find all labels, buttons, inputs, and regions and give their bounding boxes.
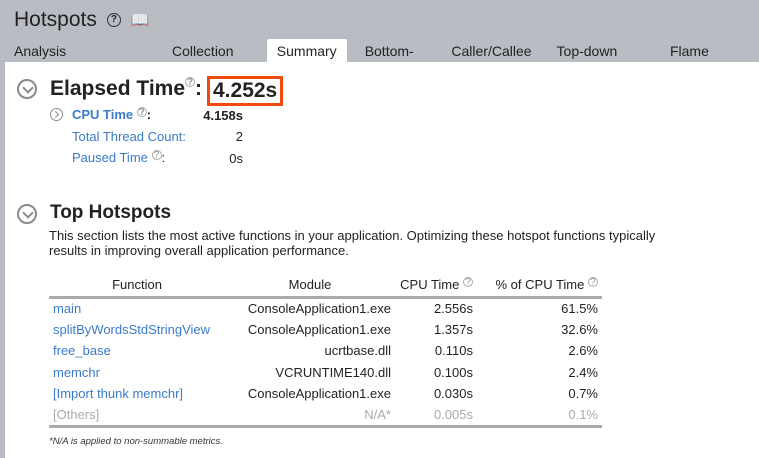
function-cell[interactable]: [Import thunk memchr]: [53, 386, 184, 402]
thread-count-label: Total Thread Count:: [72, 129, 186, 144]
table-row[interactable]: memchr VCRUNTIME140.dll 0.100s 2.4%: [49, 362, 602, 384]
paused-time-value: 0s: [229, 151, 243, 166]
cpu-time-label[interactable]: CPU Time ?:: [72, 107, 151, 122]
percent-cell: 61.5%: [561, 301, 598, 316]
elapsed-time-value: 4.252s: [207, 76, 284, 106]
percent-cell: 2.4%: [568, 364, 598, 380]
hotspots-table: Function Module CPU Time ? % of CPU Time…: [49, 273, 602, 428]
cpu-time-cell: 0.110s: [434, 343, 473, 359]
table-row[interactable]: free_base ucrtbase.dll 0.110s 2.6%: [49, 340, 602, 362]
cpu-time-cell: 0.005s: [395, 404, 477, 428]
table-row[interactable]: [Others] N/A* 0.005s 0.1%: [49, 404, 602, 428]
cpu-time-cell: 1.357s: [433, 321, 473, 337]
percent-cell: 32.6%: [561, 321, 598, 337]
help-icon[interactable]: ?: [136, 107, 147, 118]
help-icon[interactable]: ?: [463, 276, 473, 287]
col-percent-text: % of CPU Time: [495, 276, 585, 292]
collapse-elapsed-icon[interactable]: [17, 79, 37, 99]
question-circle-icon[interactable]: ?: [106, 13, 121, 27]
tab-flame-graph[interactable]: Flame Graph: [669, 43, 709, 75]
help-icon[interactable]: ?: [185, 77, 196, 88]
module-cell: ConsoleApplication1.exe: [247, 386, 391, 402]
percent-cell: 0.7%: [568, 386, 598, 402]
expand-cpu-time-icon[interactable]: [50, 108, 63, 121]
tab-bottom-up[interactable]: Bottom-up: [364, 43, 414, 75]
footnote: *N/A is applied to non-summable metrics.: [49, 436, 223, 447]
cpu-time-cell: 0.030s: [433, 386, 473, 402]
paused-time-label: Paused Time ?:: [72, 150, 165, 165]
col-percent-cpu[interactable]: % of CPU Time ?: [477, 273, 602, 299]
elapsed-time-heading: Elapsed Time?:: [50, 77, 203, 100]
cpu-time-text: CPU Time: [72, 107, 134, 122]
tab-summary[interactable]: Summary: [266, 39, 347, 62]
cpu-time-cell: 2.556s: [433, 301, 473, 316]
book-question-icon[interactable]: 📖: [130, 12, 150, 29]
col-function[interactable]: Function: [49, 273, 225, 299]
module-cell: ConsoleApplication1.exe: [247, 321, 391, 337]
table-row[interactable]: splitByWordsStdStringView ConsoleApplicat…: [49, 319, 602, 341]
col-cpu-time-text: CPU Time: [400, 276, 460, 292]
tab-top-down-tree[interactable]: Top-down Tree: [556, 43, 618, 75]
function-cell[interactable]: memchr: [53, 364, 100, 380]
percent-cell: 0.1%: [477, 404, 602, 428]
paused-time-text: Paused Time: [72, 150, 148, 165]
col-module[interactable]: Module: [225, 273, 395, 299]
table-row[interactable]: [Import thunk memchr] ConsoleApplication1…: [49, 383, 602, 405]
tab-collection-log[interactable]: Collection Log: [172, 43, 234, 75]
help-icon[interactable]: ?: [151, 150, 162, 161]
tab-bar: Analysis Configuration Collection Log Su…: [0, 39, 759, 75]
top-hotspots-heading: Top Hotspots: [50, 202, 172, 223]
function-cell[interactable]: splitByWordsStdStringView: [53, 321, 211, 337]
hotspots-description: This section lists the most active funct…: [49, 228, 656, 258]
summary-panel: Elapsed Time?: 4.252s CPU Time ?: 4.158s…: [5, 62, 759, 458]
function-cell[interactable]: main: [53, 301, 82, 316]
function-cell: [Others]: [49, 404, 225, 428]
colon: :: [146, 107, 152, 122]
function-cell[interactable]: free_base: [53, 343, 111, 359]
module-cell: VCRUNTIME140.dll: [275, 364, 391, 380]
module-cell: ConsoleApplication1.exe: [247, 301, 391, 316]
cpu-time-value: 4.158s: [203, 108, 243, 123]
thread-count-value: 2: [235, 129, 243, 144]
table-row[interactable]: main ConsoleApplication1.exe 2.556s 61.5%: [49, 297, 602, 319]
title-text: Hotspots: [14, 8, 97, 31]
tab-caller-callee[interactable]: Caller/Callee: [451, 43, 532, 59]
help-icon[interactable]: ?: [588, 276, 598, 287]
elapsed-time-label: Elapsed Time: [50, 77, 186, 100]
cpu-time-cell: 0.100s: [433, 364, 473, 380]
page-title: Hotspots ? 📖: [14, 8, 150, 32]
col-cpu-time[interactable]: CPU Time ?: [395, 273, 477, 299]
collapse-hotspots-icon[interactable]: [17, 204, 37, 224]
percent-cell: 2.6%: [568, 343, 598, 359]
module-cell: ucrtbase.dll: [324, 343, 391, 359]
tab-analysis-configuration[interactable]: Analysis Configuration: [14, 43, 97, 75]
colon: :: [161, 150, 166, 165]
module-cell: N/A*: [225, 404, 395, 428]
